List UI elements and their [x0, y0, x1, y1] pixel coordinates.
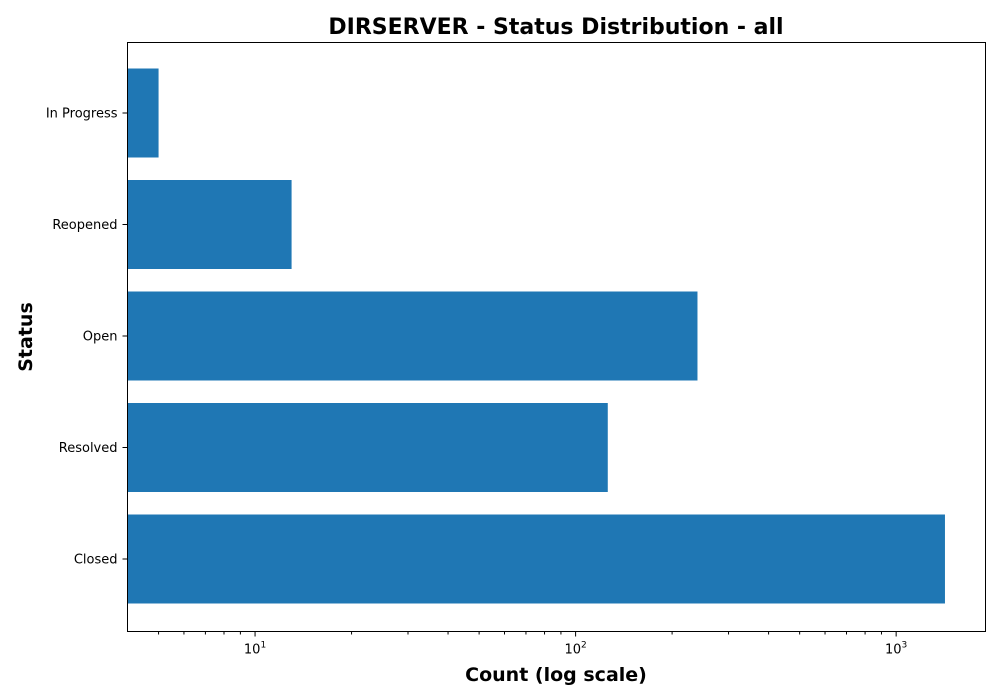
- chart-title: DIRSERVER - Status Distribution - all: [328, 15, 783, 40]
- x-tick-label: 102: [564, 641, 586, 658]
- bar-reopened: [128, 180, 292, 269]
- y-tick-label: Reopened: [52, 218, 117, 233]
- bar-resolved: [128, 403, 608, 492]
- x-tick-label: 101: [244, 641, 266, 658]
- bar-group: [128, 69, 945, 604]
- y-axis-label: Status: [15, 302, 37, 372]
- bar-closed: [128, 515, 945, 604]
- y-tick-label: Open: [83, 330, 118, 345]
- y-tick-label: Resolved: [59, 441, 118, 456]
- x-tick-label: 103: [885, 641, 907, 658]
- y-tick-label: In Progress: [46, 107, 118, 122]
- x-axis-ticks: 101 102 103: [159, 632, 908, 658]
- bar-open: [128, 292, 698, 381]
- y-tick-label: Closed: [74, 553, 118, 568]
- bar-in-progress: [128, 69, 159, 158]
- x-axis-label: Count (log scale): [465, 664, 647, 686]
- y-axis-ticks: Closed Resolved Open Reopened In Progress: [46, 107, 128, 568]
